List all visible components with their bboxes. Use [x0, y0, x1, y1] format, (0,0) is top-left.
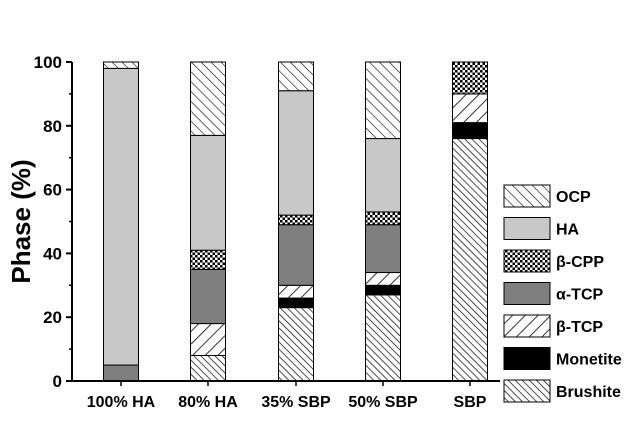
legend-label-brushite: Brushite — [556, 384, 621, 401]
legend-swatch-monetite — [503, 347, 551, 370]
plot-area — [103, 61, 488, 382]
bar-segment-brushite-80-ha — [190, 354, 226, 382]
legend-label-tcp: β-TCP — [556, 319, 603, 336]
legend: OCP HA β-CPP α-TCP β-TCP Monetite Brushite — [503, 184, 622, 403]
x-tick-label-35-sbp: 35% SBP — [261, 394, 331, 411]
bar-segment-cpp-50-sbp — [365, 211, 401, 226]
y-tick-label: 100 — [34, 53, 62, 72]
y-axis-title: Phase (%) — [6, 159, 36, 283]
bar-segment-brushite-50-sbp — [365, 294, 401, 382]
bar-segment-tcp-100-ha — [103, 364, 139, 382]
bar-segment-monetite-50-sbp — [365, 284, 401, 296]
legend-swatch-tcp — [503, 314, 551, 338]
bar-segment-brushite-35-sbp — [278, 307, 314, 382]
bar-segment-monetite-35-sbp — [278, 297, 314, 309]
bar-segment-tcp-80-ha — [190, 268, 226, 325]
y-tick-label: 20 — [43, 308, 62, 327]
x-tick-label-100-ha: 100% HA — [87, 394, 156, 411]
bar-segment-monetite-sbp — [452, 122, 488, 140]
bar-segment-ha-50-sbp — [365, 138, 401, 213]
bar-segment-tcp-50-sbp — [365, 272, 401, 286]
legend-label-cpp: β-CPP — [556, 254, 604, 271]
axes: 0 20 40 60 80 100 100% HA 80% HA 35% SBP 50% SBP S… — [6, 53, 500, 411]
bar-segment-tcp-35-sbp — [278, 284, 314, 299]
x-tick-label-sbp: SBP — [454, 394, 487, 411]
y-tick-label: 40 — [43, 244, 62, 263]
y-tick-label: 60 — [43, 181, 62, 200]
bar-segment-ocp-80-ha — [190, 61, 226, 136]
legend-swatch-ha — [503, 217, 551, 240]
bar-segment-ocp-35-sbp — [278, 61, 314, 92]
bar-segment-tcp-35-sbp — [278, 224, 314, 286]
bar-segment-tcp-sbp — [452, 93, 488, 124]
bar-segment-cpp-35-sbp — [278, 214, 314, 226]
legend-label-tcp: α-TCP — [556, 287, 603, 304]
legend-swatch-brushite — [503, 379, 551, 403]
bar-segment-tcp-50-sbp — [365, 224, 401, 274]
legend-swatch-cpp — [503, 249, 551, 273]
bar-segment-ocp-50-sbp — [365, 61, 401, 140]
legend-swatch-tcp — [503, 282, 551, 305]
bar-segment-cpp-80-ha — [190, 249, 226, 270]
bar-segment-ocp-100-ha — [103, 61, 139, 69]
legend-swatch-ocp — [503, 184, 551, 208]
bar-segment-cpp-sbp — [452, 61, 488, 95]
bar-segment-ha-80-ha — [190, 134, 226, 251]
legend-label-monetite: Monetite — [556, 352, 622, 369]
bar-segment-brushite-sbp — [452, 138, 488, 382]
legend-label-ocp: OCP — [556, 189, 591, 206]
bar-segment-ha-35-sbp — [278, 90, 314, 216]
y-tick-label: 0 — [53, 372, 62, 391]
bar-segment-tcp-80-ha — [190, 323, 226, 356]
x-tick-label-80-ha: 80% HA — [178, 394, 238, 411]
bar-segment-ha-100-ha — [103, 67, 139, 366]
x-tick-label-50-sbp: 50% SBP — [348, 394, 418, 411]
y-tick-label: 80 — [43, 117, 62, 136]
legend-label-ha: HA — [556, 222, 580, 239]
